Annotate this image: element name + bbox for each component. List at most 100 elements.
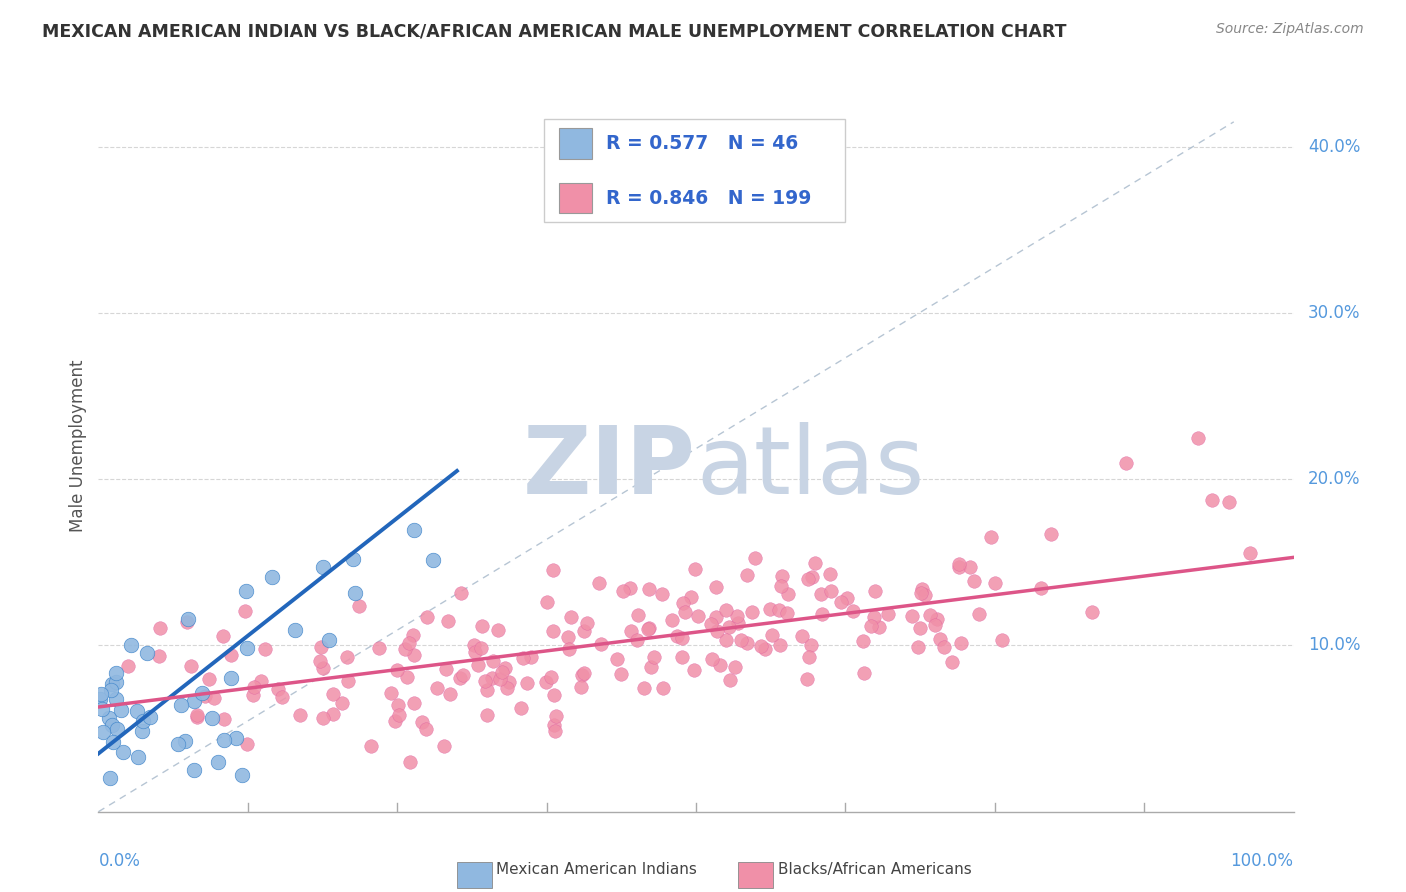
Point bbox=[672, 596, 695, 610]
Point bbox=[387, 664, 409, 678]
Point bbox=[574, 665, 596, 680]
Point bbox=[135, 646, 157, 660]
Point bbox=[619, 581, 641, 595]
Y-axis label: Male Unemployment: Male Unemployment bbox=[69, 359, 87, 533]
Point bbox=[744, 550, 766, 565]
Point bbox=[830, 595, 852, 609]
Point bbox=[724, 659, 747, 673]
Point bbox=[1239, 546, 1261, 560]
Point bbox=[394, 641, 416, 656]
Point bbox=[186, 710, 208, 724]
Point bbox=[470, 640, 492, 655]
Point bbox=[700, 616, 723, 631]
Point bbox=[1080, 605, 1102, 619]
Point bbox=[536, 675, 558, 690]
Point bbox=[679, 590, 702, 604]
Point bbox=[111, 745, 134, 759]
Point bbox=[709, 657, 731, 672]
Point bbox=[727, 615, 749, 630]
Point bbox=[125, 704, 148, 718]
Point bbox=[433, 739, 456, 754]
Point bbox=[270, 690, 292, 705]
Text: 10.0%: 10.0% bbox=[1308, 637, 1361, 655]
Point bbox=[557, 630, 579, 644]
Point bbox=[105, 692, 128, 706]
Point bbox=[606, 651, 628, 665]
Point bbox=[1187, 431, 1209, 445]
Point bbox=[512, 651, 534, 665]
Point bbox=[754, 642, 776, 657]
Point bbox=[225, 731, 247, 746]
Bar bbox=[558, 183, 592, 213]
Point bbox=[463, 639, 485, 653]
Point bbox=[735, 568, 758, 582]
Point bbox=[337, 673, 360, 688]
Point bbox=[250, 673, 273, 688]
Point bbox=[536, 595, 558, 609]
Point bbox=[706, 624, 728, 639]
Point bbox=[950, 636, 973, 650]
Point bbox=[120, 638, 142, 652]
Point bbox=[911, 582, 934, 596]
Point bbox=[411, 714, 433, 729]
Point bbox=[543, 718, 565, 732]
Point bbox=[344, 585, 367, 599]
Point bbox=[98, 710, 121, 724]
Point bbox=[194, 689, 217, 703]
Point bbox=[202, 691, 225, 706]
Point bbox=[322, 707, 344, 722]
Point bbox=[267, 681, 290, 696]
Point bbox=[925, 612, 948, 626]
Text: R = 0.846   N = 199: R = 0.846 N = 199 bbox=[606, 188, 811, 208]
Point bbox=[426, 681, 449, 695]
Point bbox=[1201, 492, 1223, 507]
Point bbox=[183, 763, 205, 777]
Point bbox=[560, 610, 582, 624]
Point bbox=[914, 588, 936, 602]
Point bbox=[139, 710, 162, 724]
Point bbox=[494, 661, 516, 675]
Point bbox=[543, 688, 565, 702]
Point bbox=[541, 624, 564, 638]
Point bbox=[398, 636, 420, 650]
Point bbox=[910, 586, 932, 600]
Point bbox=[439, 687, 461, 701]
Point bbox=[862, 610, 884, 624]
Point bbox=[633, 681, 655, 695]
Point bbox=[489, 672, 512, 686]
Point bbox=[980, 531, 1002, 545]
FancyBboxPatch shape bbox=[544, 119, 845, 222]
Point bbox=[207, 755, 229, 769]
Point bbox=[312, 560, 335, 574]
Point bbox=[643, 649, 665, 664]
Point bbox=[860, 619, 883, 633]
Text: ZIP: ZIP bbox=[523, 422, 696, 514]
Point bbox=[384, 714, 406, 728]
Point bbox=[467, 658, 489, 673]
Text: atlas: atlas bbox=[696, 422, 924, 514]
Point bbox=[474, 674, 496, 689]
Point bbox=[173, 733, 195, 747]
Point bbox=[360, 739, 382, 753]
Point bbox=[770, 569, 793, 583]
Point bbox=[100, 683, 122, 698]
Point bbox=[243, 680, 266, 694]
Point bbox=[149, 621, 172, 635]
Point bbox=[288, 707, 311, 722]
Text: 100.0%: 100.0% bbox=[1230, 852, 1294, 870]
Point bbox=[183, 694, 205, 708]
Point bbox=[387, 698, 409, 712]
Point bbox=[347, 599, 370, 613]
Point bbox=[309, 640, 332, 655]
Point bbox=[170, 698, 193, 713]
Point bbox=[661, 613, 683, 627]
Text: R = 0.577   N = 46: R = 0.577 N = 46 bbox=[606, 134, 799, 153]
Point bbox=[167, 737, 190, 751]
Point bbox=[941, 656, 963, 670]
Point bbox=[481, 671, 503, 685]
Point bbox=[520, 649, 543, 664]
Point bbox=[396, 670, 419, 684]
Point bbox=[90, 687, 112, 701]
Point bbox=[132, 714, 155, 729]
Point bbox=[683, 562, 706, 576]
